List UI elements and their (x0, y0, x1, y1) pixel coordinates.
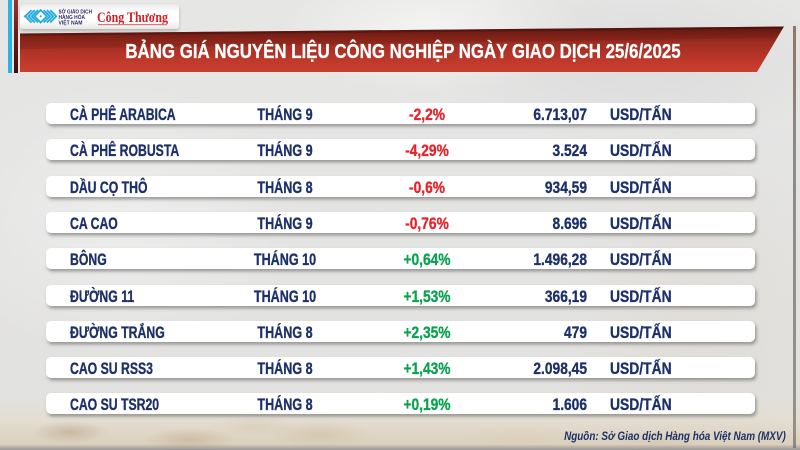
svg-text:SỞ GIAO DỊCH: SỞ GIAO DỊCH (59, 8, 93, 15)
svg-text:™: ™ (73, 8, 77, 12)
svg-text:VIỆT NAM: VIỆT NAM (59, 19, 83, 27)
svg-text:HÀNG HÓA: HÀNG HÓA (59, 13, 86, 21)
svg-text:Công Thương: Công Thương (97, 10, 169, 26)
